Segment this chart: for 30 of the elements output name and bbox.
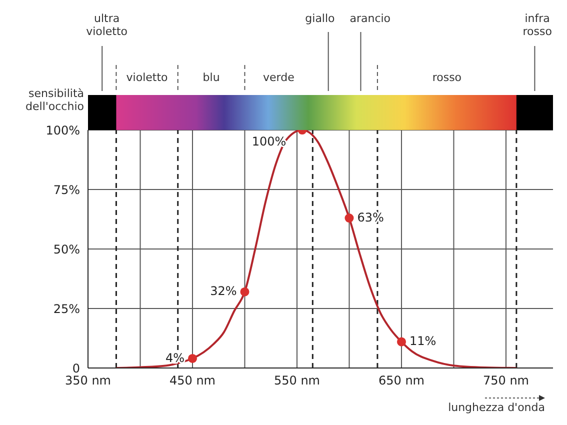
data-label: 11% [409,334,436,348]
point [396,337,406,346]
y-tick-label: 100% [46,123,80,138]
point [240,287,250,296]
text: arancio [350,12,391,25]
x-tick-label: 350 nm [64,374,112,388]
x-tick-label: 550 nm [274,374,320,388]
x-tick-label: 650 nm [378,374,424,388]
y-tick-label: 50% [53,242,80,256]
y-axis-title: sensibilità dell'occhio [24,87,84,113]
x-axis-title: lunghezza d'onda [448,401,545,414]
text: violetto [126,71,168,84]
text: rosso [432,71,462,84]
text: blu [202,71,220,84]
y-tick-label: 25% [53,302,80,316]
text: ultra violetto [86,12,128,38]
y-tick-label: 0 [72,361,80,376]
x-tick-label: 450 nm [169,374,216,388]
data-label: 4% [165,350,184,365]
data-label: 63% [357,210,384,224]
point [344,214,354,223]
y-tick-label: 75% [53,182,80,197]
text: giallo [305,12,336,25]
text: verde [263,71,295,84]
data-label: 32% [210,284,237,298]
text: infra rosso [522,12,552,38]
point [188,354,198,363]
line-series [115,130,518,368]
x-tick-label: 750 nm [482,374,529,388]
data-label: 100% [252,134,286,148]
